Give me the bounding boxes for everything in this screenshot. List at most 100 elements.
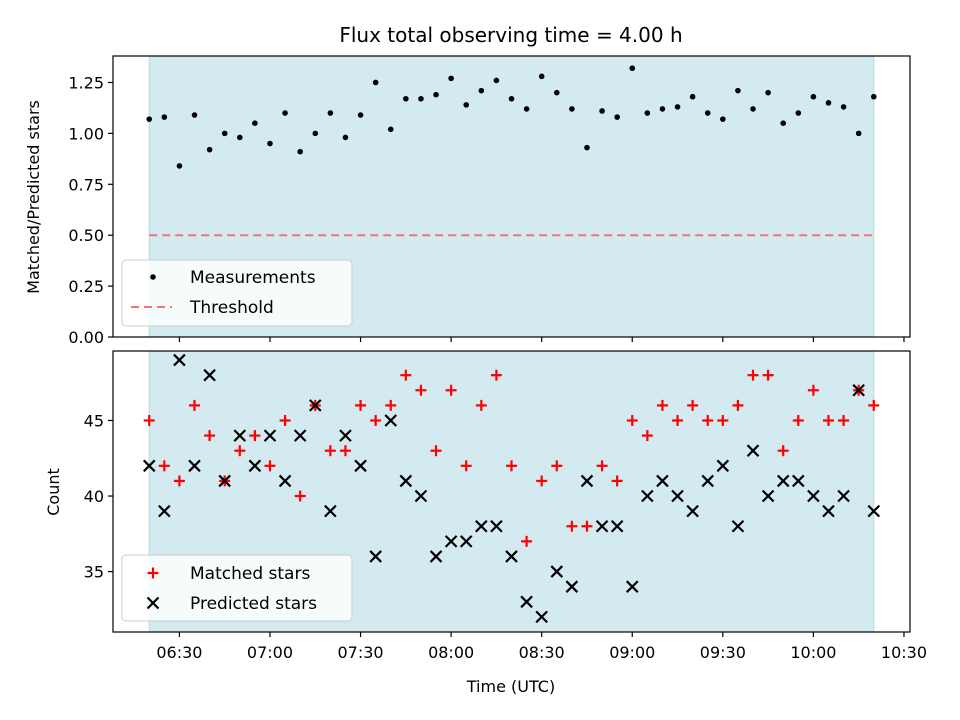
x-axis-label: Time (UTC) — [466, 677, 555, 696]
matched-star-point — [385, 399, 397, 411]
measurement-point — [478, 87, 485, 94]
ratio-panel: 0.00 0.25 0.50 0.75 1.00 1.25 Measurements Th… — [68, 55, 911, 347]
predicted-star-point — [535, 610, 548, 624]
marker-stroke — [505, 550, 518, 563]
matched-star-point — [792, 414, 804, 426]
measurement-point — [870, 93, 877, 100]
marker-stroke — [399, 474, 413, 488]
marker-stroke — [822, 504, 835, 518]
marker-stroke — [565, 580, 579, 593]
matched-star-point — [551, 460, 563, 472]
predicted-star-point — [580, 474, 594, 488]
matched-star-point — [339, 445, 351, 457]
predicted-star-point — [610, 519, 624, 533]
measurement-point — [448, 75, 454, 82]
marker-stroke — [520, 595, 533, 609]
matched-star-point — [158, 460, 170, 472]
measurement-point — [206, 146, 213, 153]
predicted-star-point — [369, 550, 382, 563]
y-tick-label: 1.25 — [68, 73, 104, 92]
matched-star-point — [189, 399, 201, 411]
marker-stroke — [444, 535, 458, 548]
top-y-axis-label: Matched/Predicted stars — [24, 100, 43, 294]
matched-star-point — [611, 475, 623, 487]
matched-star-point — [762, 369, 774, 381]
matched-star-point — [777, 445, 789, 457]
matched-star-point — [536, 475, 548, 487]
legend-matched-label: Matched stars — [190, 564, 310, 584]
top-y-ticks: 0.00 0.25 0.50 0.75 1.00 1.25 — [68, 73, 113, 347]
x-tick-label: 07:30 — [337, 643, 383, 662]
marker-stroke — [173, 353, 186, 367]
predicted-star-point — [807, 489, 820, 503]
x-tick-label: 09:00 — [609, 643, 655, 662]
measurement-point — [795, 110, 802, 116]
predicted-star-point — [399, 474, 413, 488]
matched-star-point — [400, 369, 412, 381]
x-tick-label: 06:30 — [156, 643, 202, 662]
matched-star-point — [460, 460, 472, 472]
marker-stroke — [278, 474, 292, 488]
predicted-star-point — [550, 565, 564, 578]
measurement-point — [523, 106, 530, 112]
measurement-point — [236, 134, 243, 141]
marker-stroke — [339, 429, 352, 442]
marker-stroke — [746, 444, 760, 457]
y-tick-label: 0.00 — [68, 328, 104, 347]
measurement-point — [750, 106, 756, 112]
matched-star-point — [807, 384, 819, 396]
predicted-star-point — [429, 550, 443, 563]
predicted-star-point — [324, 504, 337, 518]
measurement-point — [674, 104, 681, 110]
matched-star-point — [732, 399, 744, 411]
matched-star-point — [641, 430, 653, 442]
measurement-point — [765, 89, 771, 96]
measurement-point — [735, 87, 741, 94]
marker-stroke — [429, 550, 443, 563]
matched-star-point — [475, 399, 487, 411]
measurement-point — [538, 73, 545, 80]
measurement-point — [659, 106, 666, 112]
legend-measurements-marker — [150, 274, 156, 280]
bottom-x-ticks: 06:30 07:00 07:30 08:00 08:30 09:00 09:30 10:00… — [156, 632, 927, 662]
marker-stroke — [731, 519, 745, 533]
predicted-star-point — [444, 535, 458, 548]
marker-stroke — [384, 414, 398, 427]
measurement-point — [840, 104, 847, 110]
predicted-star-point — [384, 414, 398, 427]
predicted-star-point — [595, 519, 609, 533]
matched-star-point — [702, 414, 714, 426]
matched-star-point — [868, 399, 880, 411]
marker-stroke — [475, 519, 488, 533]
y-tick-label: 1.00 — [68, 124, 104, 143]
predicted-star-point — [867, 504, 881, 518]
marker-stroke — [218, 474, 231, 488]
matched-star-point — [415, 384, 427, 396]
predicted-star-point — [625, 580, 639, 593]
matched-star-point — [717, 414, 729, 426]
predicted-star-point — [671, 489, 684, 503]
measurement-point — [387, 126, 394, 133]
legend-predicted-glyph — [146, 596, 160, 610]
predicted-star-point — [339, 429, 352, 442]
matched-star-point — [173, 475, 185, 487]
predicted-star-point — [565, 580, 579, 593]
measurement-point — [553, 89, 560, 96]
predicted-star-point — [656, 474, 669, 488]
marker-stroke — [550, 565, 564, 578]
measurement-points — [146, 65, 877, 169]
marker-stroke — [158, 504, 171, 518]
marker-stroke — [686, 504, 699, 518]
marker-stroke — [354, 459, 367, 473]
y-tick-label: 0.25 — [68, 277, 104, 296]
y-tick-label: 35 — [84, 563, 104, 582]
predicted-star-point — [354, 459, 367, 473]
marker-stroke — [716, 459, 730, 473]
marker-stroke — [671, 489, 684, 503]
marker-stroke — [459, 535, 473, 548]
measurement-point — [584, 144, 590, 151]
marker-stroke — [792, 474, 805, 488]
matched-star-point — [445, 384, 457, 396]
marker-stroke — [776, 474, 790, 488]
